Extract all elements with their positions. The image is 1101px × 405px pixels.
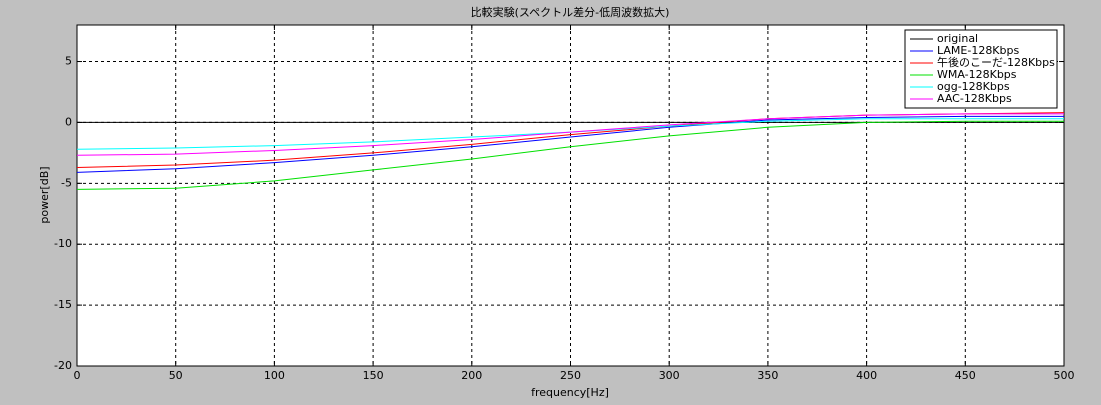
x-tick-label: 100: [264, 369, 285, 382]
legend-label: 午後のこーだ-128Kbps: [937, 55, 1055, 69]
y-tick-label: 5: [65, 55, 72, 68]
series-line: [76, 113, 1064, 156]
y-tick-label: -15: [54, 298, 72, 311]
legend-label: WMA-128Kbps: [937, 68, 1017, 81]
y-tick-label: -20: [54, 359, 72, 372]
legend-label: ogg-128Kbps: [937, 80, 1010, 93]
legend-label: LAME-128Kbps: [937, 44, 1019, 57]
x-tick-label: 200: [461, 369, 482, 382]
x-tick-label: 0: [74, 369, 81, 382]
x-axis-label: frequency[Hz]: [531, 386, 609, 399]
x-tick-label: 50: [169, 369, 183, 382]
x-tick-label: 500: [1054, 369, 1075, 382]
x-tick-label: 250: [560, 369, 581, 382]
legend-label: original: [937, 32, 978, 45]
series-line: [76, 120, 1064, 190]
y-tick-label: -10: [54, 237, 72, 250]
series-line: [76, 115, 1064, 173]
x-tick-label: 400: [856, 369, 877, 382]
y-tick-label: 0: [65, 115, 72, 128]
x-tick-label: 300: [659, 369, 680, 382]
legend-box: [904, 29, 1058, 109]
legend-label: AAC-128Kbps: [937, 92, 1012, 105]
chart-title: 比較実験(スペクトル差分-低周波数拡大): [471, 5, 670, 19]
x-tick-label: 350: [757, 369, 778, 382]
x-tick-label: 150: [363, 369, 384, 382]
y-axis-label: power[dB]: [38, 166, 51, 223]
y-tick-label: -5: [61, 176, 72, 189]
x-tick-label: 450: [955, 369, 976, 382]
